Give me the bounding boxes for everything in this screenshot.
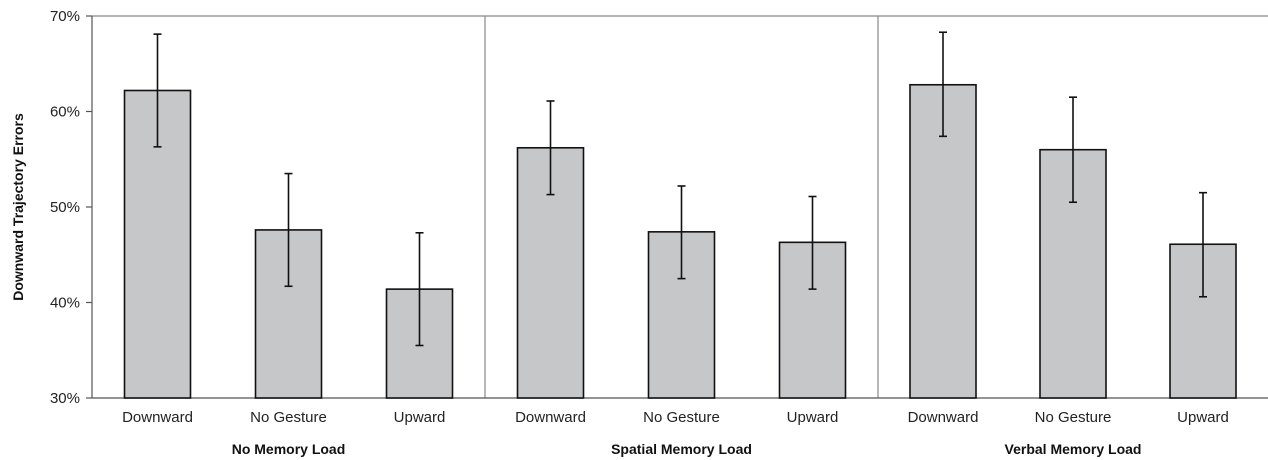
- y-tick-label: 70%: [50, 8, 80, 25]
- panel-title: No Memory Load: [232, 441, 346, 457]
- category-label: Upward: [394, 409, 446, 426]
- y-tick-label: 60%: [50, 104, 80, 121]
- y-axis-title: Downward Trajectory Errors: [10, 113, 26, 301]
- category-label: No Gesture: [1035, 409, 1112, 426]
- y-tick-label: 50%: [50, 199, 80, 216]
- category-label: Downward: [515, 409, 586, 426]
- category-labels: Downward No Gesture Upward Downward No Gestu…: [122, 409, 1229, 426]
- category-label: Downward: [908, 409, 979, 426]
- category-label: No Gesture: [250, 409, 327, 426]
- category-label: No Gesture: [643, 409, 720, 426]
- category-label: Upward: [1177, 409, 1229, 426]
- panel-title: Spatial Memory Load: [611, 441, 752, 457]
- bars: [123, 83, 1237, 399]
- category-label: Downward: [122, 409, 193, 426]
- error-bars: [153, 31, 1207, 347]
- y-tick-label: 40%: [50, 295, 80, 312]
- panel-titles: No Memory Load Spatial Memory Load Verbal …: [232, 441, 1142, 457]
- panel-frames: [92, 15, 1268, 398]
- category-label: Upward: [787, 409, 839, 426]
- panel-title: Verbal Memory Load: [1005, 441, 1142, 457]
- y-tick-label: 30%: [50, 390, 80, 407]
